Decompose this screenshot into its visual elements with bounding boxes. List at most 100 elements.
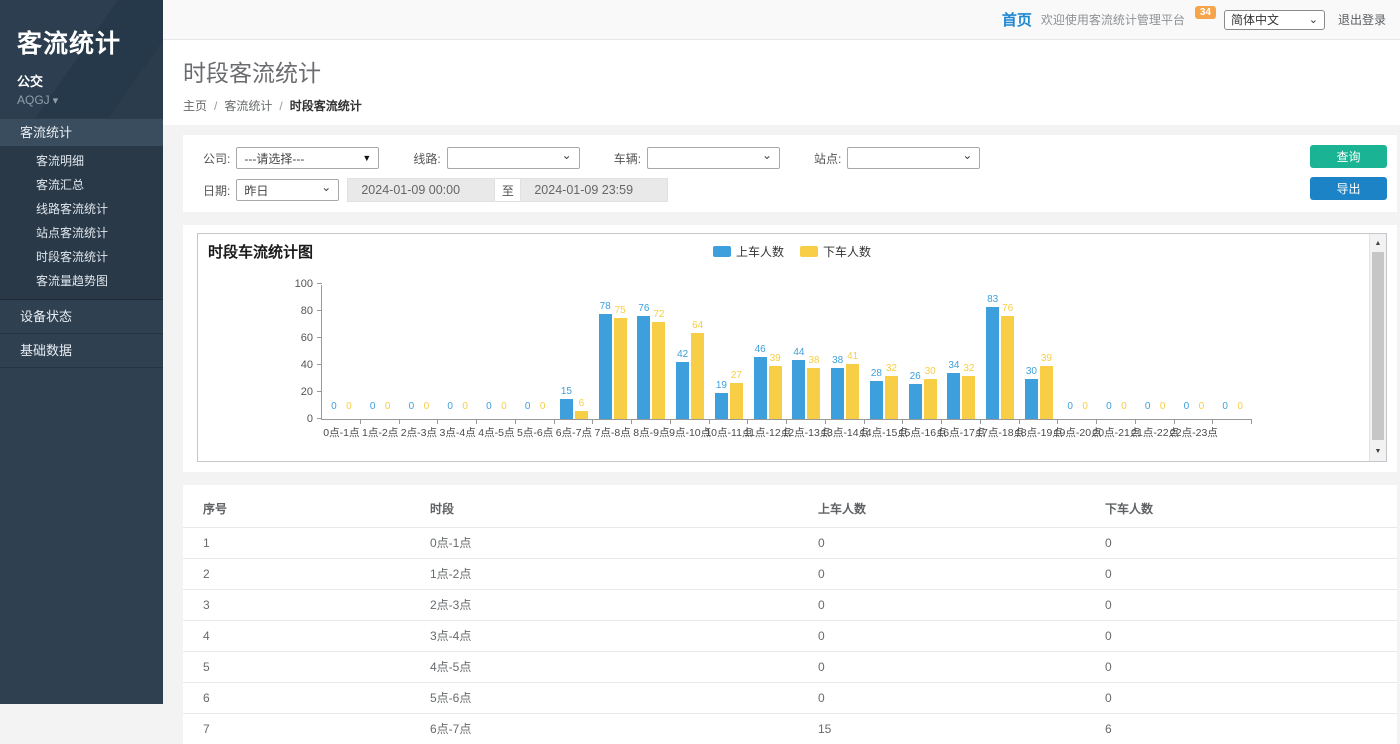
bar[interactable]: [730, 383, 743, 419]
y-axis-label: 100: [295, 278, 313, 290]
company-select-value: ---请选择---: [244, 150, 304, 167]
bar[interactable]: [792, 360, 805, 419]
bar[interactable]: [807, 368, 820, 419]
company-label: 公司:: [203, 150, 230, 167]
bar-value-label: 0: [462, 402, 468, 412]
bar-column: 41: [846, 285, 859, 419]
date-end-input[interactable]: 2024-01-09 23:59: [520, 178, 668, 202]
bar-value-label: 28: [871, 369, 882, 379]
bar[interactable]: [691, 333, 704, 419]
vehicle-label: 车辆:: [614, 150, 641, 167]
bar[interactable]: [924, 379, 937, 420]
sidebar: 客流统计 公交 AQGJ▾ 客流统计客流明细客流汇总线路客流统计站点客流统计时段…: [0, 0, 163, 704]
bar[interactable]: [1025, 379, 1038, 420]
bar[interactable]: [870, 381, 883, 419]
sidebar-item[interactable]: 站点客流统计: [0, 221, 163, 245]
bar[interactable]: [637, 316, 650, 419]
bar[interactable]: [909, 384, 922, 419]
filter-panel: 公司: ---请选择--- ▼ 线路: ⌄ 车辆: ⌄ 站点:: [183, 135, 1397, 212]
company-select[interactable]: ---请选择--- ▼: [236, 147, 379, 169]
bar-column: 38: [807, 285, 820, 419]
breadcrumb-item[interactable]: 主页: [183, 99, 207, 113]
date-preset-select[interactable]: 昨日 ⌄: [236, 179, 339, 201]
legend-swatch: [800, 246, 818, 257]
sidebar-item[interactable]: 客流明细: [0, 149, 163, 173]
bar-column: 15: [560, 285, 573, 419]
user-dropdown[interactable]: AQGJ▾: [17, 93, 163, 107]
bar-column: 0: [1117, 285, 1130, 419]
bar-value-label: 19: [716, 381, 727, 391]
x-axis-label: 3点-4点: [440, 425, 476, 440]
sidebar-item[interactable]: 客流汇总: [0, 173, 163, 197]
bar-value-label: 0: [540, 402, 546, 412]
vehicle-select[interactable]: ⌄: [647, 147, 780, 169]
bar[interactable]: [715, 393, 728, 419]
table-cell: 0: [1085, 652, 1397, 683]
bar[interactable]: [947, 373, 960, 419]
bar[interactable]: [831, 368, 844, 419]
scroll-down-icon[interactable]: ▼: [1370, 443, 1386, 459]
bar[interactable]: [846, 364, 859, 419]
bar[interactable]: [614, 318, 627, 419]
logout-link[interactable]: 退出登录: [1338, 11, 1386, 28]
date-start-input[interactable]: 2024-01-09 00:00: [347, 178, 495, 202]
bar[interactable]: [754, 357, 767, 419]
bar[interactable]: [560, 399, 573, 419]
bar-value-label: 76: [1002, 304, 1013, 314]
bar-value-label: 0: [1082, 402, 1088, 412]
bar-column: 0: [1234, 285, 1247, 419]
bar[interactable]: [652, 322, 665, 419]
bar[interactable]: [1040, 366, 1053, 419]
bar-value-label: 0: [385, 402, 391, 412]
bar[interactable]: [885, 376, 898, 419]
table-cell: 0: [1085, 559, 1397, 590]
sidebar-item[interactable]: 时段客流统计: [0, 245, 163, 269]
line-select[interactable]: ⌄: [447, 147, 580, 169]
language-select[interactable]: 简体中文 ⌄: [1224, 10, 1325, 30]
home-link[interactable]: 首页: [1002, 9, 1032, 30]
sidebar-section-1[interactable]: 设备状态: [0, 300, 163, 334]
bar-value-label: 0: [424, 402, 430, 412]
sidebar-section-0[interactable]: 客流统计: [0, 118, 163, 146]
scrollbar-thumb[interactable]: [1372, 252, 1384, 440]
legend-item[interactable]: 下车人数: [800, 243, 871, 260]
bar-column: 0: [1064, 285, 1077, 419]
sidebar-item[interactable]: 客流量趋势图: [0, 269, 163, 293]
chart-scrollbar[interactable]: ▲ ▼: [1369, 234, 1386, 461]
sidebar-section-2[interactable]: 基础数据: [0, 334, 163, 368]
export-button[interactable]: 导出: [1310, 177, 1387, 200]
bar[interactable]: [986, 307, 999, 419]
bar[interactable]: [1001, 316, 1014, 419]
notification-badge[interactable]: 34: [1195, 6, 1216, 19]
bar-value-label: 0: [1199, 402, 1205, 412]
query-button[interactable]: 查询: [1310, 145, 1387, 168]
legend-item[interactable]: 上车人数: [713, 243, 784, 260]
station-select[interactable]: ⌄: [847, 147, 980, 169]
bar[interactable]: [599, 314, 612, 419]
bar[interactable]: [962, 376, 975, 419]
org-name: 公交: [17, 71, 163, 90]
scroll-up-icon[interactable]: ▲: [1370, 235, 1386, 251]
bar-value-label: 0: [1145, 402, 1151, 412]
legend-label: 上车人数: [736, 243, 784, 260]
sidebar-item[interactable]: 线路客流统计: [0, 197, 163, 221]
x-axis-label: 0点-1点: [323, 425, 359, 440]
breadcrumb-item[interactable]: 客流统计: [224, 99, 272, 113]
bar[interactable]: [676, 362, 689, 419]
bar-value-label: 0: [501, 402, 507, 412]
bar[interactable]: [769, 366, 782, 419]
bar[interactable]: [575, 411, 588, 419]
